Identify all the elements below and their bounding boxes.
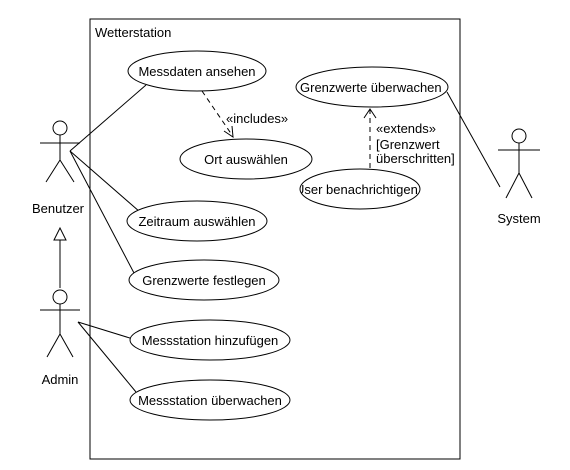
extend-label: «extends»	[376, 121, 436, 136]
svg-text:Grenzwerte überwachen: Grenzwerte überwachen	[300, 80, 442, 95]
use-case-ort-auswaehlen: Ort auswählen	[179, 138, 313, 180]
system-boundary	[89, 18, 461, 460]
system-title: Wetterstation	[95, 25, 171, 40]
extend-condition-line1: [Grenzwert	[376, 137, 440, 152]
generalization-arrowhead	[53, 226, 67, 241]
actor-admin	[40, 289, 80, 358]
association-system-grenzwerte	[446, 91, 501, 188]
include-label: «includes»	[226, 111, 288, 126]
use-case-grenzwerte-ueberwachen: Grenzwerte überwachen	[295, 66, 449, 108]
svg-text:Ort auswählen: Ort auswählen	[204, 152, 288, 167]
actor-benutzer	[40, 120, 80, 183]
use-case-user-benachrichtigen: User benachrichtigen	[295, 168, 421, 210]
use-case-zeitraum-auswaehlen: Zeitraum auswählen	[126, 200, 268, 242]
include-arrowhead	[223, 125, 234, 138]
extend-arrowhead	[363, 108, 377, 119]
association-benutzer-messdaten	[69, 84, 147, 152]
association-benutzer-grenzwerte-festlegen	[69, 150, 135, 274]
use-case-messdaten-ansehen: Messdaten ansehen	[127, 50, 267, 92]
actor-system-label: System	[497, 211, 540, 226]
extend-condition-line2: überschritten]	[376, 151, 455, 166]
actor-system	[498, 128, 540, 199]
use-case-grenzwerte-festlegen: Grenzwerte festlegen	[128, 259, 280, 301]
svg-text:Messdaten ansehen: Messdaten ansehen	[138, 64, 255, 79]
svg-text:Zeitraum auswählen: Zeitraum auswählen	[138, 214, 255, 229]
svg-text:User benachrichtigen: User benachrichtigen	[295, 182, 418, 197]
use-case-messstation-hinzufuegen: Messstation hinzufügen	[129, 319, 291, 361]
association-admin-ueberwachen	[77, 321, 137, 393]
use-case-messstation-ueberwachen: Messstation überwachen	[129, 379, 291, 421]
svg-text:Grenzwerte festlegen: Grenzwerte festlegen	[142, 273, 266, 288]
actor-admin-label: Admin	[42, 372, 79, 387]
actor-benutzer-label: Benutzer	[32, 201, 85, 216]
svg-text:Messstation überwachen: Messstation überwachen	[138, 393, 282, 408]
association-admin-hinzufuegen	[77, 321, 134, 340]
association-benutzer-zeitraum	[69, 150, 141, 213]
svg-text:Messstation hinzufügen: Messstation hinzufügen	[142, 333, 279, 348]
